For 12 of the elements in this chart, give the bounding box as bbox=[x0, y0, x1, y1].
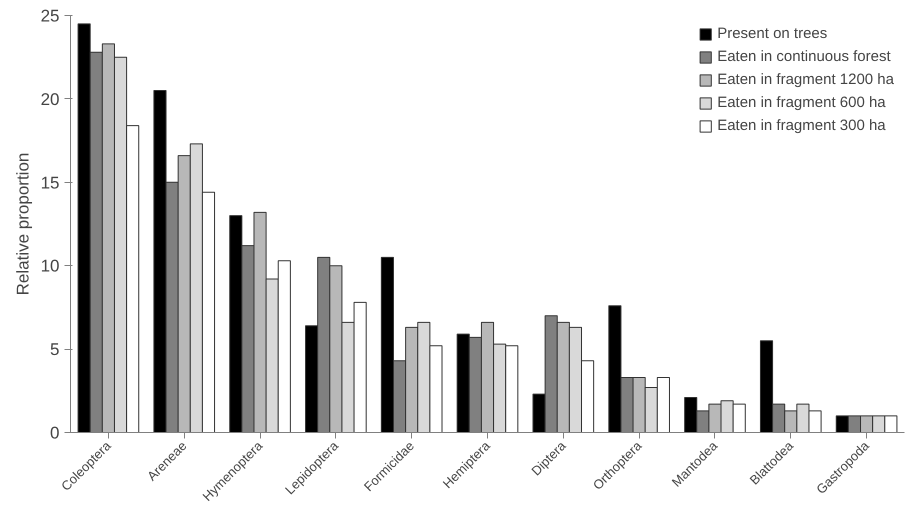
legend-label: Eaten in continuous forest bbox=[717, 48, 891, 65]
y-axis-title: Relative proportion bbox=[14, 152, 33, 296]
legend-label: Eaten in fragment 600 ha bbox=[717, 94, 886, 111]
legend-label: Eaten in fragment 300 ha bbox=[717, 117, 886, 134]
y-tick-label: 0 bbox=[50, 424, 60, 442]
y-tick-label: 10 bbox=[40, 256, 60, 276]
y-tick-label: 5 bbox=[50, 340, 60, 360]
y-tick-label: 15 bbox=[40, 173, 60, 192]
legend-label: Eaten in fragment 1200 ha bbox=[717, 71, 894, 88]
y-tick-label: 25 bbox=[40, 6, 60, 26]
y-tick-label: 20 bbox=[40, 90, 60, 109]
legend-label: Present on trees bbox=[717, 25, 828, 42]
